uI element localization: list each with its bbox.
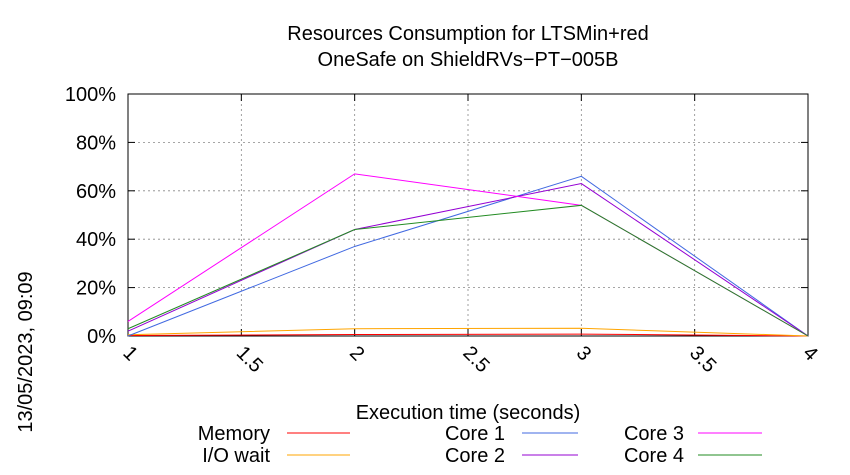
x-tick-label-0: 1 [118,342,141,365]
legend-label-core-3: Core 3 [624,423,684,445]
legend-label-memory: Memory [198,423,270,445]
legend-label-core-1: Core 1 [445,423,505,445]
x-tick-label-6: 4 [798,342,821,365]
chart-title-line-1: Resources Consumption for LTSMin+red [287,23,648,45]
y-tick-label-4: 80% [76,132,116,154]
legend-label-core-2: Core 2 [445,445,505,467]
series-line-i-o-wait [127,327,809,337]
y-tick-label-2: 40% [76,229,116,251]
legend-label-core-4: Core 4 [624,445,684,467]
x-tick-label-1: 1.5 [232,342,267,377]
y-tick-label-5: 100% [65,84,116,106]
series-lines [127,173,809,337]
series-line-core-1 [127,175,809,337]
x-tick-label-2: 2 [345,342,368,365]
x-tick-label-3: 2.5 [458,342,493,377]
grid-lines [128,94,808,336]
timestamp-label: 13/05/2023, 09:09 [15,271,37,432]
x-tick-label-4: 3 [572,342,595,365]
y-tick-label-3: 60% [76,181,116,203]
series-line-core-4 [127,204,809,337]
x-tick-label-5: 3.5 [685,342,720,377]
legend-label-i-o-wait: I/O wait [202,445,270,467]
x-axis-label: Execution time (seconds) [356,402,581,424]
series-line-memory [127,333,809,337]
y-tick-label-1: 20% [76,278,116,300]
chart-title-line-2: OneSafe on ShieldRVs−PT−005B [318,49,619,71]
y-tick-label-0: 0% [87,326,116,348]
series-line-core-2 [127,183,809,337]
